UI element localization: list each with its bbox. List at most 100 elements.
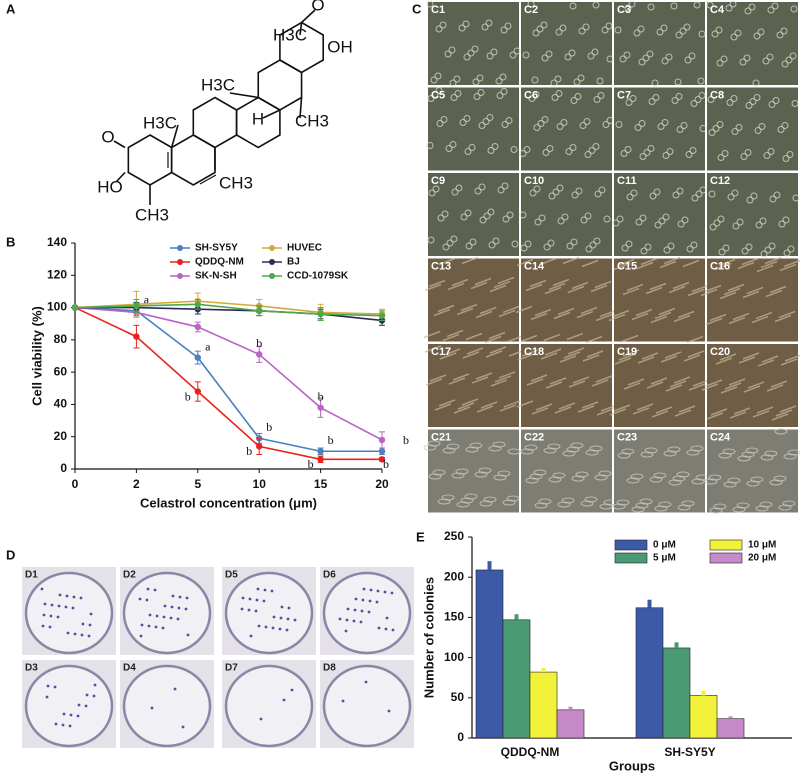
cell bbox=[489, 346, 507, 354]
colony bbox=[345, 618, 349, 622]
cell bbox=[679, 27, 687, 35]
cell bbox=[456, 501, 470, 508]
cell bbox=[562, 256, 580, 265]
cell bbox=[463, 53, 471, 61]
colony bbox=[45, 695, 49, 699]
cell bbox=[772, 97, 780, 104]
cell bbox=[662, 213, 670, 221]
cell bbox=[686, 449, 700, 456]
cell bbox=[493, 474, 507, 481]
cell bbox=[709, 507, 723, 514]
cell bbox=[749, 98, 757, 105]
cell bbox=[593, 96, 601, 103]
colony bbox=[145, 598, 149, 602]
cell bbox=[692, 379, 710, 387]
cell bbox=[718, 452, 732, 459]
cell bbox=[686, 245, 694, 253]
cell bbox=[497, 186, 505, 194]
micrograph bbox=[428, 173, 519, 256]
micrograph bbox=[707, 258, 798, 342]
micrograph-label: C5 bbox=[431, 89, 445, 101]
cell bbox=[427, 236, 435, 244]
cell bbox=[582, 354, 600, 362]
cell bbox=[748, 3, 756, 11]
bar bbox=[475, 569, 504, 739]
micrograph-label: C12 bbox=[710, 175, 730, 187]
micrograph-label: C23 bbox=[617, 431, 637, 443]
cell bbox=[756, 406, 774, 414]
cell bbox=[766, 384, 784, 392]
data-point bbox=[378, 436, 386, 444]
colony bbox=[367, 610, 371, 614]
cell bbox=[524, 444, 538, 451]
micrograph bbox=[521, 87, 612, 171]
colony bbox=[65, 594, 69, 598]
cell bbox=[555, 90, 563, 97]
significance-label: b bbox=[246, 444, 252, 458]
cell bbox=[787, 245, 795, 253]
cell bbox=[637, 356, 655, 364]
cell bbox=[756, 264, 774, 273]
cell bbox=[460, 497, 474, 504]
cell bbox=[733, 407, 751, 415]
plate-label: D7 bbox=[225, 663, 238, 674]
cell bbox=[450, 235, 458, 243]
cell bbox=[591, 48, 599, 56]
cell bbox=[723, 481, 737, 488]
cell bbox=[709, 313, 727, 322]
colony bbox=[384, 627, 388, 631]
cell bbox=[504, 22, 512, 30]
cell bbox=[524, 240, 532, 248]
cell bbox=[467, 49, 475, 57]
colony bbox=[89, 612, 93, 616]
cell bbox=[724, 382, 742, 390]
cell bbox=[691, 478, 705, 485]
micrograph-label: C1 bbox=[431, 4, 445, 16]
cell bbox=[575, 187, 583, 195]
cell bbox=[658, 217, 666, 225]
cell bbox=[548, 282, 566, 291]
cell bbox=[668, 285, 686, 294]
cell bbox=[436, 120, 444, 127]
cell bbox=[555, 28, 563, 36]
plate-label: D4 bbox=[123, 663, 136, 674]
cell bbox=[673, 314, 691, 323]
colony bbox=[186, 633, 190, 637]
cell bbox=[506, 211, 514, 219]
cell bbox=[560, 119, 568, 126]
bar bbox=[635, 607, 664, 739]
cell bbox=[734, 29, 742, 37]
cell bbox=[449, 141, 457, 148]
cell bbox=[638, 58, 646, 66]
data-point bbox=[317, 404, 324, 411]
panel-label: B bbox=[6, 234, 15, 249]
cell bbox=[589, 241, 597, 249]
micrograph bbox=[707, 2, 798, 85]
cell bbox=[490, 48, 498, 56]
cell bbox=[630, 189, 638, 197]
cell bbox=[602, 121, 610, 128]
atom-label: H3C bbox=[201, 75, 235, 94]
colony bbox=[254, 609, 258, 613]
cell bbox=[596, 408, 614, 416]
bond bbox=[262, 109, 281, 119]
cell bbox=[479, 306, 497, 315]
colony bbox=[259, 717, 263, 721]
legend-label: SK-N-SH bbox=[195, 271, 237, 282]
cell bbox=[736, 218, 744, 226]
colony bbox=[353, 608, 357, 612]
cell bbox=[675, 93, 683, 100]
cell bbox=[586, 350, 604, 358]
cell bbox=[732, 506, 746, 513]
cell bbox=[497, 276, 515, 285]
cell bbox=[459, 119, 467, 126]
legend-label: CCD-1079SK bbox=[287, 271, 349, 282]
cell bbox=[446, 239, 454, 247]
cell bbox=[473, 93, 481, 100]
cell bbox=[623, 382, 641, 390]
cell bbox=[502, 215, 510, 223]
cell bbox=[608, 313, 626, 322]
cell bbox=[562, 450, 576, 457]
cell bbox=[729, 0, 737, 8]
cell bbox=[469, 238, 477, 246]
